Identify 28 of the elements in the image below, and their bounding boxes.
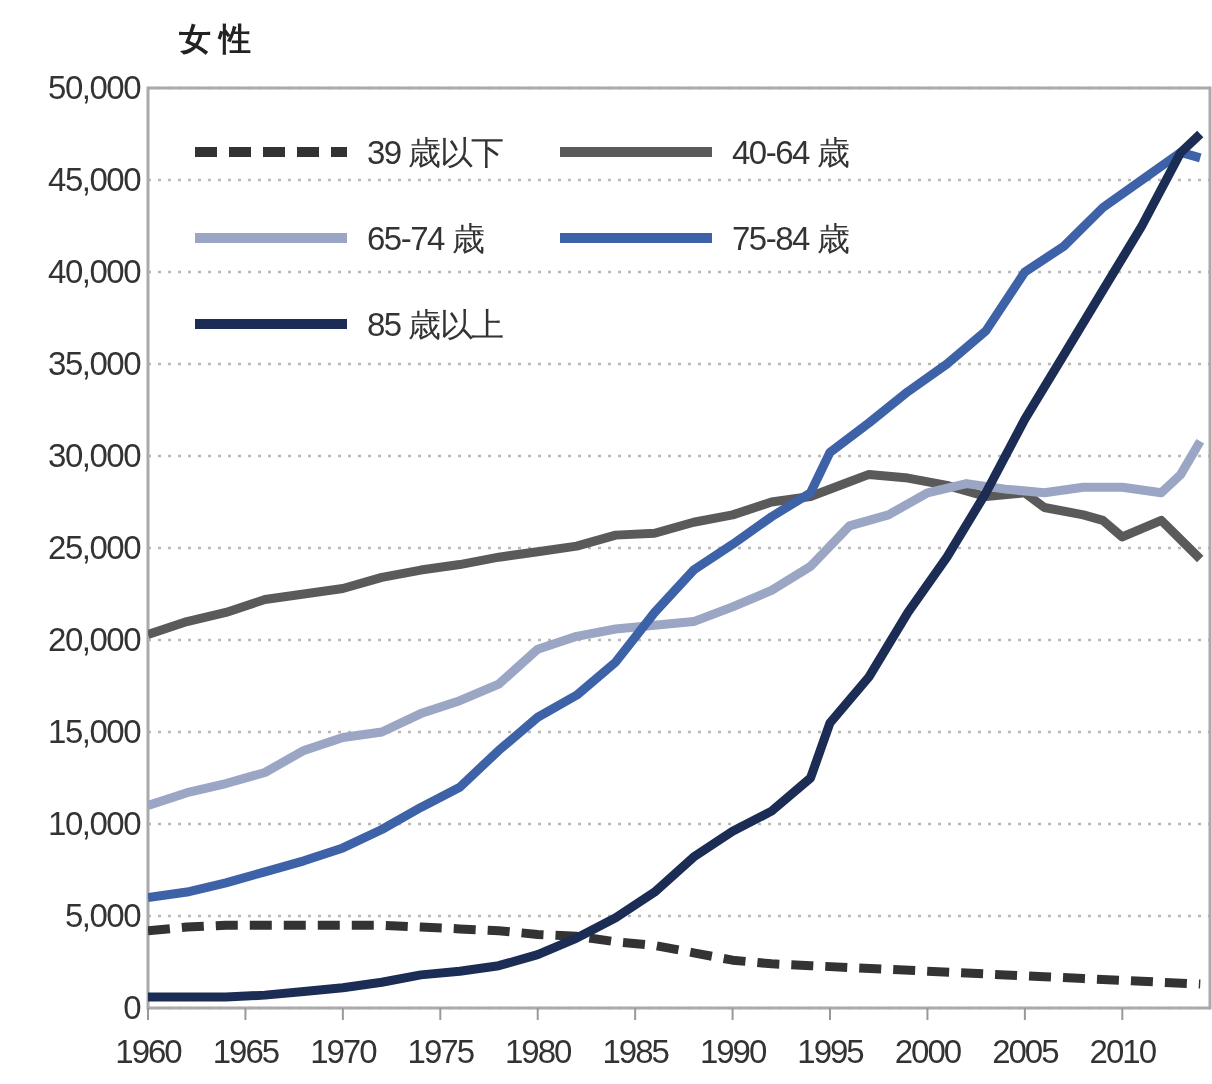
x-tick-label: 1995: [797, 1033, 864, 1070]
y-tick-label: 20,000: [48, 621, 142, 658]
x-tick-label: 1965: [212, 1033, 279, 1070]
legend-label: 40-64 歳: [732, 134, 849, 171]
x-tick-label: 1975: [407, 1033, 474, 1070]
x-tick-label: 1970: [310, 1033, 378, 1070]
legend-label: 85 歳以上: [367, 306, 504, 343]
y-tick-label: 45,000: [48, 161, 142, 198]
x-tick-label: 1980: [505, 1033, 573, 1070]
legend-label: 39 歳以下: [367, 134, 504, 171]
x-tick-label: 1990: [699, 1033, 767, 1070]
y-tick-label: 40,000: [48, 253, 142, 290]
y-tick-label: 30,000: [48, 437, 142, 474]
chart-title: 女 性: [177, 21, 252, 57]
y-tick-label: 35,000: [48, 345, 142, 382]
legend-label: 75-84 歳: [732, 220, 849, 257]
y-tick-label: 10,000: [48, 805, 142, 842]
x-tick-label: 2005: [992, 1033, 1059, 1070]
x-tick-label: 2000: [894, 1033, 962, 1070]
y-tick-label: 0: [123, 989, 142, 1026]
legend-label: 65-74 歳: [367, 220, 484, 257]
x-tick-label: 1960: [115, 1033, 183, 1070]
x-tick-label: 2010: [1089, 1033, 1157, 1070]
y-tick-label: 50,000: [48, 69, 142, 106]
y-tick-label: 25,000: [48, 529, 142, 566]
y-tick-label: 15,000: [48, 713, 142, 750]
x-tick-label: 1985: [602, 1033, 669, 1070]
y-tick-label: 5,000: [64, 897, 142, 934]
